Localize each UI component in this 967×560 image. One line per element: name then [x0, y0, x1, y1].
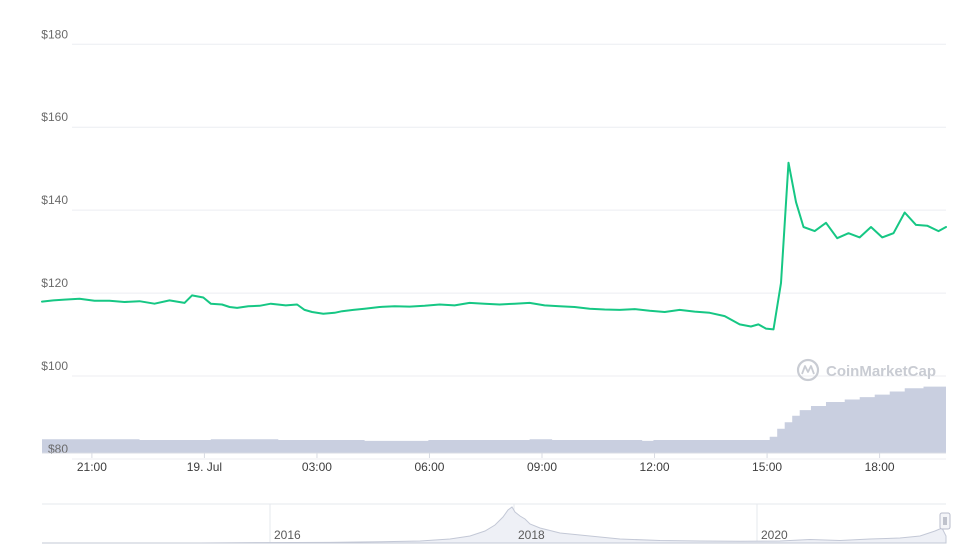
navigator-label-2018: 2018 — [518, 528, 545, 542]
price-line — [41, 161, 947, 331]
x-tick-label: 12:00 — [640, 460, 670, 474]
time-navigator[interactable]: 2016 2018 2020 — [42, 503, 951, 544]
grid-layer — [72, 43, 946, 460]
coinmarketcap-logo-mark-icon — [801, 365, 815, 375]
y-tick-label: $160 — [41, 110, 68, 124]
x-tick-label: 03:00 — [302, 460, 332, 474]
x-tick-label: 19. Jul — [187, 460, 222, 474]
x-tick-label: 21:00 — [77, 460, 107, 474]
y-axis-labels: $80 $100 $120 $140 $160 $180 — [41, 27, 68, 456]
x-axis-labels: 21:00 19. Jul 03:00 06:00 09:00 12:00 15:00 18:… — [42, 452, 946, 474]
x-tick-label: 06:00 — [414, 460, 444, 474]
y-tick-label: $180 — [41, 27, 68, 41]
navigator-handle[interactable] — [939, 512, 951, 530]
y-tick-label: $120 — [41, 276, 68, 290]
x-tick-label: 09:00 — [527, 460, 557, 474]
volume-layer — [42, 385, 946, 453]
navigator-label-2016: 2016 — [274, 528, 301, 542]
x-tick-label: 18:00 — [865, 460, 895, 474]
navigator-label-2020: 2020 — [761, 528, 788, 542]
coinmarketcap-watermark: CoinMarketCap — [796, 358, 936, 382]
x-tick-label: 15:00 — [752, 460, 782, 474]
y-tick-label: $80 — [48, 442, 68, 456]
watermark-text: CoinMarketCap — [826, 363, 936, 380]
volume-area — [42, 385, 946, 453]
line-layer — [41, 161, 947, 331]
navigator-history-area — [42, 506, 947, 544]
y-tick-label: $140 — [41, 193, 68, 207]
coinmarketcap-logo-icon — [796, 358, 820, 382]
y-tick-label: $100 — [41, 359, 68, 373]
